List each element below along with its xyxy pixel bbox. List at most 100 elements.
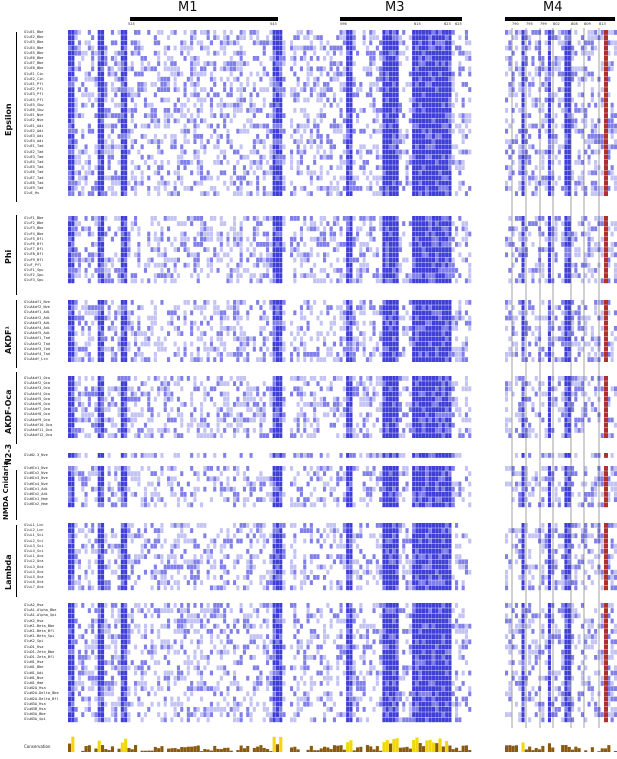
alignment-cell: [279, 76, 283, 82]
alignment-cell: [223, 113, 227, 118]
alignment-cell: [511, 226, 515, 232]
alignment-cell: [81, 326, 85, 331]
sequence-name: GluK1-Beta_Bfl: [24, 629, 55, 634]
alignment-cell: [428, 118, 432, 124]
alignment-cell: [206, 320, 210, 326]
alignment-cell: [140, 134, 144, 139]
alignment-cell: [226, 134, 230, 139]
alignment-cell: [547, 268, 551, 273]
alignment-cell: [412, 160, 416, 165]
alignment-cell: [557, 61, 561, 66]
alignment-cell: [209, 61, 213, 66]
alignment-cell: [561, 300, 565, 305]
alignment-cell: [590, 268, 594, 273]
alignment-cell: [336, 242, 340, 247]
alignment-cell: [120, 191, 124, 196]
alignment-cell: [405, 326, 409, 331]
alignment-cell: [206, 247, 210, 252]
alignment-cell: [269, 305, 273, 310]
alignment-cell: [415, 113, 419, 118]
alignment-cell: [428, 50, 432, 56]
alignment-cell: [269, 56, 273, 61]
alignment-cell: [425, 128, 429, 134]
alignment-cell: [120, 231, 124, 237]
alignment-cell: [275, 326, 279, 331]
alignment-cell: [375, 76, 379, 82]
alignment-cell: [600, 186, 604, 191]
alignment-cell: [349, 186, 353, 191]
alignment-cell: [239, 273, 243, 278]
alignment-cell: [71, 165, 75, 170]
alignment-cell: [389, 310, 393, 316]
alignment-cell: [349, 273, 353, 278]
alignment-cell: [359, 242, 363, 247]
alignment-cell: [346, 154, 350, 160]
sequence-name: GluE8_Bbe: [24, 66, 44, 71]
alignment-cell: [445, 87, 449, 92]
position-m1-start: 525: [128, 22, 135, 26]
alignment-cell: [521, 191, 525, 196]
alignment-cell: [468, 87, 472, 92]
alignment-cell: [313, 278, 317, 284]
alignment-cell: [329, 123, 333, 129]
alignment-cell: [110, 40, 114, 46]
alignment-cell: [418, 331, 422, 336]
alignment-cell: [422, 97, 426, 103]
alignment-cell: [160, 76, 164, 82]
alignment-cell: [68, 40, 72, 46]
alignment-cell: [580, 315, 584, 321]
alignment-cell: [428, 40, 432, 46]
alignment-cell: [223, 87, 227, 92]
alignment-cell: [97, 278, 101, 284]
alignment-cell: [170, 113, 174, 118]
alignment-cell: [249, 160, 253, 165]
alignment-cell: [130, 310, 134, 316]
alignment-cell: [346, 66, 350, 72]
alignment-cell: [544, 113, 548, 118]
alignment-cell: [299, 154, 303, 160]
alignment-cell: [259, 346, 263, 352]
alignment-cell: [435, 236, 439, 242]
alignment-cell: [269, 40, 273, 46]
alignment-cell: [213, 346, 217, 352]
alignment-cell: [458, 35, 462, 40]
alignment-cell: [323, 113, 327, 118]
alignment-cell: [518, 170, 522, 176]
alignment-cell: [275, 50, 279, 56]
alignment-cell: [252, 170, 256, 176]
alignment-cell: [186, 247, 190, 252]
alignment-cell: [130, 108, 134, 113]
alignment-cell: [170, 273, 174, 278]
alignment-cell: [521, 123, 525, 129]
alignment-cell: [461, 315, 465, 321]
alignment-cell: [441, 315, 445, 321]
alignment-cell: [590, 336, 594, 342]
alignment-cell-red: [604, 92, 608, 98]
alignment-cell: [428, 102, 432, 108]
alignment-cell: [290, 123, 294, 129]
alignment-cell: [97, 118, 101, 124]
alignment-cell: [398, 352, 402, 357]
alignment-cell: [196, 76, 200, 82]
alignment-cell: [567, 262, 571, 268]
alignment-cell: [173, 180, 177, 186]
alignment-cell: [356, 341, 360, 347]
alignment-cell: [590, 331, 594, 336]
alignment-cell: [547, 128, 551, 134]
alignment-cell: [219, 40, 223, 46]
alignment-cell: [256, 175, 260, 181]
alignment-cell-red: [604, 216, 608, 221]
alignment-cell: [438, 320, 442, 326]
alignment-cell: [290, 252, 294, 258]
alignment-cell: [303, 216, 307, 221]
alignment-cell: [150, 139, 154, 144]
alignment-cell: [587, 341, 591, 347]
alignment-cell: [196, 357, 200, 362]
alignment-cell: [299, 139, 303, 144]
alignment-cell: [68, 123, 72, 129]
alignment-cell: [68, 341, 72, 347]
alignment-cell: [448, 278, 452, 284]
alignment-cell: [375, 346, 379, 352]
alignment-cell: [68, 300, 72, 305]
alignment-cell: [455, 231, 459, 237]
